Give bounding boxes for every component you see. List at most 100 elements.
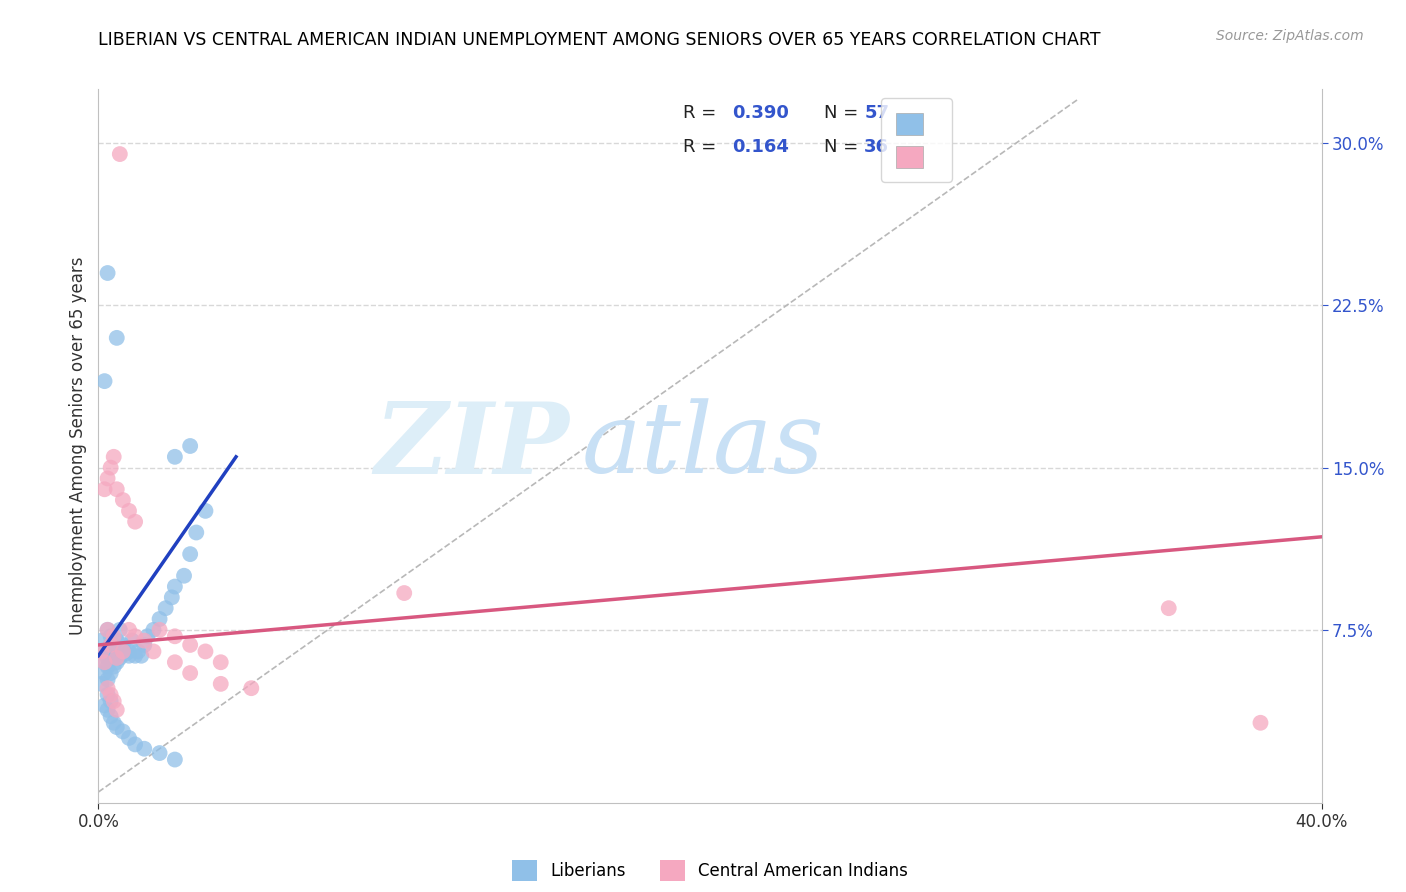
Point	[186, 525, 208, 540]
Text: N =: N =	[824, 138, 863, 156]
Point	[93, 482, 115, 496]
Text: LIBERIAN VS CENTRAL AMERICAN INDIAN UNEMPLOYMENT AMONG SENIORS OVER 65 YEARS COR: LIBERIAN VS CENTRAL AMERICAN INDIAN UNEM…	[98, 31, 1101, 49]
Point	[149, 746, 172, 760]
Point	[118, 644, 141, 658]
Point	[100, 709, 122, 723]
Point	[111, 724, 134, 739]
Point	[1157, 601, 1180, 615]
Text: 57: 57	[865, 103, 889, 121]
Point	[103, 450, 125, 464]
Point	[105, 633, 128, 648]
Point	[93, 644, 115, 658]
Point	[90, 677, 112, 691]
Point	[179, 439, 201, 453]
Point	[155, 601, 177, 615]
Text: R =: R =	[683, 138, 728, 156]
Point	[93, 374, 115, 388]
Point	[105, 720, 128, 734]
Point	[108, 623, 131, 637]
Point	[163, 580, 186, 594]
Point	[149, 612, 172, 626]
Point	[142, 623, 165, 637]
Point	[142, 644, 165, 658]
Point	[134, 633, 156, 648]
Point	[100, 644, 122, 658]
Point	[105, 482, 128, 496]
Point	[118, 731, 141, 745]
Point	[121, 633, 143, 648]
Point	[97, 659, 120, 673]
Point	[93, 698, 115, 713]
Point	[136, 629, 159, 643]
Point	[103, 638, 125, 652]
Point	[124, 629, 146, 643]
Text: 0.164: 0.164	[733, 138, 789, 156]
Point	[105, 703, 128, 717]
Point	[97, 623, 120, 637]
Text: R =: R =	[683, 103, 723, 121]
Point	[100, 638, 122, 652]
Point	[97, 688, 120, 702]
Point	[111, 493, 134, 508]
Point	[179, 666, 201, 681]
Point	[97, 471, 120, 485]
Point	[163, 655, 186, 669]
Text: 0.390: 0.390	[733, 103, 789, 121]
Point	[93, 666, 115, 681]
Point	[108, 651, 131, 665]
Point	[111, 644, 134, 658]
Point	[160, 591, 183, 605]
Point	[179, 638, 201, 652]
Point	[108, 147, 131, 161]
Point	[392, 586, 416, 600]
Point	[97, 673, 120, 687]
Point	[100, 460, 122, 475]
Point	[209, 677, 232, 691]
Point	[103, 715, 125, 730]
Point	[118, 623, 141, 637]
Point	[97, 651, 120, 665]
Point	[100, 694, 122, 708]
Point	[194, 644, 217, 658]
Point	[105, 651, 128, 665]
Point	[127, 644, 149, 658]
Point	[163, 753, 186, 767]
Point	[103, 648, 125, 663]
Point	[173, 568, 195, 582]
Point	[105, 331, 128, 345]
Point	[118, 648, 141, 663]
Point	[100, 638, 122, 652]
Point	[100, 666, 122, 681]
Point	[163, 450, 186, 464]
Point	[93, 655, 115, 669]
Point	[163, 629, 186, 643]
Text: atlas: atlas	[582, 399, 824, 493]
Point	[97, 681, 120, 696]
Point	[93, 655, 115, 669]
Point	[209, 655, 232, 669]
Legend: Liberians, Central American Indians: Liberians, Central American Indians	[506, 854, 914, 888]
Text: ZIP: ZIP	[374, 398, 569, 494]
Point	[129, 648, 152, 663]
Point	[115, 647, 138, 661]
Point	[179, 547, 201, 561]
Point	[149, 623, 172, 637]
Text: N =: N =	[824, 103, 863, 121]
Point	[90, 644, 112, 658]
Point	[103, 694, 125, 708]
Point	[105, 655, 128, 669]
Point	[124, 738, 146, 752]
Point	[134, 741, 156, 756]
Text: 36: 36	[865, 138, 889, 156]
Point	[194, 504, 217, 518]
Point	[103, 629, 125, 643]
Point	[124, 515, 146, 529]
Point	[118, 504, 141, 518]
Point	[90, 633, 112, 648]
Point	[97, 623, 120, 637]
Point	[97, 266, 120, 280]
Point	[103, 659, 125, 673]
Point	[97, 703, 120, 717]
Point	[124, 648, 146, 663]
Y-axis label: Unemployment Among Seniors over 65 years: Unemployment Among Seniors over 65 years	[69, 257, 87, 635]
